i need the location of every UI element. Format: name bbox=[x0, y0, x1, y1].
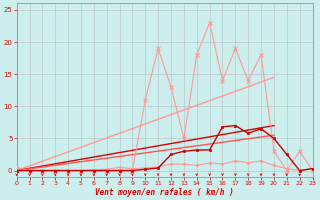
X-axis label: Vent moyen/en rafales ( km/h ): Vent moyen/en rafales ( km/h ) bbox=[95, 188, 234, 197]
